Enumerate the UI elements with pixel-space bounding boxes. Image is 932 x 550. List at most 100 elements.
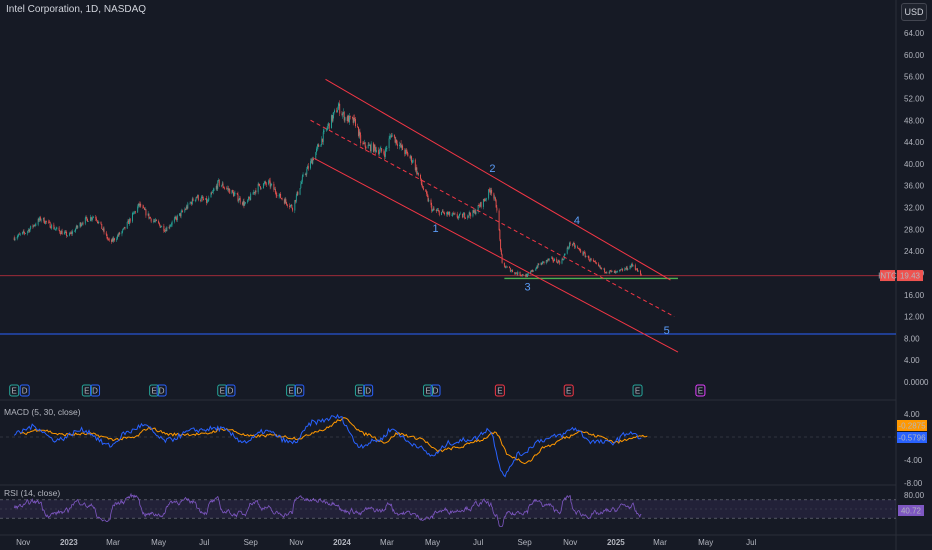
candle-body bbox=[233, 193, 235, 197]
candle-body bbox=[128, 220, 130, 225]
time-tick: Mar bbox=[106, 538, 120, 547]
candle-body bbox=[462, 214, 464, 218]
event-marker-earnings-miss[interactable] bbox=[563, 384, 574, 397]
event-marker-dividend[interactable] bbox=[225, 384, 236, 397]
event-marker-upcoming[interactable] bbox=[695, 384, 706, 397]
candle-body bbox=[45, 220, 47, 224]
wave-label-5: 5 bbox=[664, 325, 670, 337]
candle-body bbox=[82, 223, 84, 225]
channel-mid[interactable] bbox=[310, 119, 675, 318]
candle-body bbox=[538, 263, 540, 265]
event-marker-earnings[interactable] bbox=[286, 384, 297, 397]
candle-body bbox=[349, 115, 350, 123]
candle-body bbox=[55, 228, 57, 230]
candle-body bbox=[373, 144, 375, 152]
candle-body bbox=[374, 144, 376, 148]
candle-body bbox=[436, 210, 438, 212]
macd-value-badge bbox=[897, 432, 927, 443]
time-tick: May bbox=[151, 538, 166, 547]
candle-body bbox=[410, 156, 412, 158]
event-marker-earnings[interactable] bbox=[354, 384, 365, 397]
candle-body bbox=[527, 274, 529, 277]
event-marker-dividend[interactable] bbox=[294, 384, 305, 397]
event-marker-earnings[interactable] bbox=[81, 384, 92, 397]
time-axis[interactable]: Nov 2023 Mar May Jul Sep Nov 2024 Mar May Jul Sep No… bbox=[16, 538, 757, 547]
event-marker-dividend[interactable] bbox=[363, 384, 374, 397]
candle-body bbox=[391, 134, 393, 137]
channel-upper[interactable] bbox=[325, 78, 671, 281]
candle-body bbox=[69, 233, 71, 236]
candle-body bbox=[96, 220, 98, 222]
candle-body bbox=[210, 192, 212, 198]
macd-label[interactable]: MACD (5, 30, close) bbox=[4, 407, 81, 417]
candle-body bbox=[265, 181, 267, 184]
candle-body bbox=[103, 228, 105, 233]
candle-body bbox=[441, 212, 442, 215]
event-marker-earnings-miss[interactable] bbox=[494, 384, 505, 397]
rsi-label[interactable]: RSI (14, close) bbox=[4, 488, 61, 498]
event-marker-dividend[interactable] bbox=[156, 384, 167, 397]
event-marker-earnings[interactable] bbox=[632, 384, 643, 397]
candle-body bbox=[39, 217, 41, 221]
candle-body bbox=[200, 197, 202, 201]
candle-body bbox=[615, 271, 617, 273]
candle-body bbox=[37, 219, 39, 225]
candle-body bbox=[306, 169, 308, 175]
candle-body bbox=[38, 219, 40, 221]
candle-body bbox=[35, 224, 37, 226]
candle-body bbox=[449, 211, 451, 216]
currency-button[interactable]: USD bbox=[901, 3, 927, 21]
event-marker-letter: E bbox=[151, 387, 156, 396]
event-marker-letter: E bbox=[497, 387, 502, 396]
candle-body bbox=[428, 199, 430, 202]
event-marker-dividend[interactable] bbox=[430, 384, 441, 397]
event-marker-earnings[interactable] bbox=[149, 384, 160, 397]
wave-label-2: 2 bbox=[489, 163, 495, 175]
candle-body bbox=[363, 142, 365, 144]
candle-body bbox=[559, 261, 561, 264]
candle-body bbox=[132, 212, 134, 214]
candle-body bbox=[546, 260, 548, 262]
price-tick: 16.00 bbox=[904, 291, 925, 300]
price-axis[interactable]: 64.00 60.00 56.00 52.00 48.00 44.00 40.00 36.00… bbox=[878, 29, 929, 516]
event-marker-earnings[interactable] bbox=[423, 384, 434, 397]
event-marker-dividend[interactable] bbox=[90, 384, 101, 397]
candle-body bbox=[362, 143, 364, 144]
candle-body bbox=[131, 213, 133, 222]
candle-body bbox=[45, 220, 47, 222]
candle-body bbox=[243, 201, 245, 206]
price-tick: 8.00 bbox=[904, 334, 920, 343]
candle-body bbox=[640, 274, 642, 276]
candle-body bbox=[484, 200, 486, 202]
candle-body bbox=[609, 270, 611, 273]
candle-body bbox=[93, 216, 94, 218]
candle-body bbox=[326, 128, 328, 130]
event-marker-earnings[interactable] bbox=[9, 384, 20, 397]
candle-body bbox=[557, 262, 558, 264]
candle-body bbox=[404, 149, 406, 154]
candle-body bbox=[122, 229, 124, 232]
candle-body bbox=[185, 209, 187, 211]
candle-body bbox=[159, 224, 161, 228]
candle-body bbox=[521, 275, 523, 277]
candle-body bbox=[402, 145, 404, 150]
trend-channel[interactable] bbox=[310, 78, 679, 353]
event-marker-dividend[interactable] bbox=[19, 384, 30, 397]
price-tick: 24.00 bbox=[904, 247, 925, 256]
price-tick: 32.00 bbox=[904, 204, 925, 213]
candle-body bbox=[468, 212, 470, 216]
time-tick: 2023 bbox=[60, 538, 78, 547]
candle-body bbox=[536, 267, 537, 269]
candle-body bbox=[509, 268, 511, 272]
candle-body bbox=[270, 184, 272, 187]
candle-body bbox=[621, 269, 623, 270]
channel-lower[interactable] bbox=[314, 157, 679, 353]
candle-body bbox=[155, 219, 157, 222]
candle-body bbox=[375, 150, 377, 152]
time-tick: May bbox=[425, 538, 440, 547]
candle-body bbox=[211, 192, 213, 194]
candle-body bbox=[552, 257, 554, 261]
event-marker-earnings[interactable] bbox=[217, 384, 228, 397]
